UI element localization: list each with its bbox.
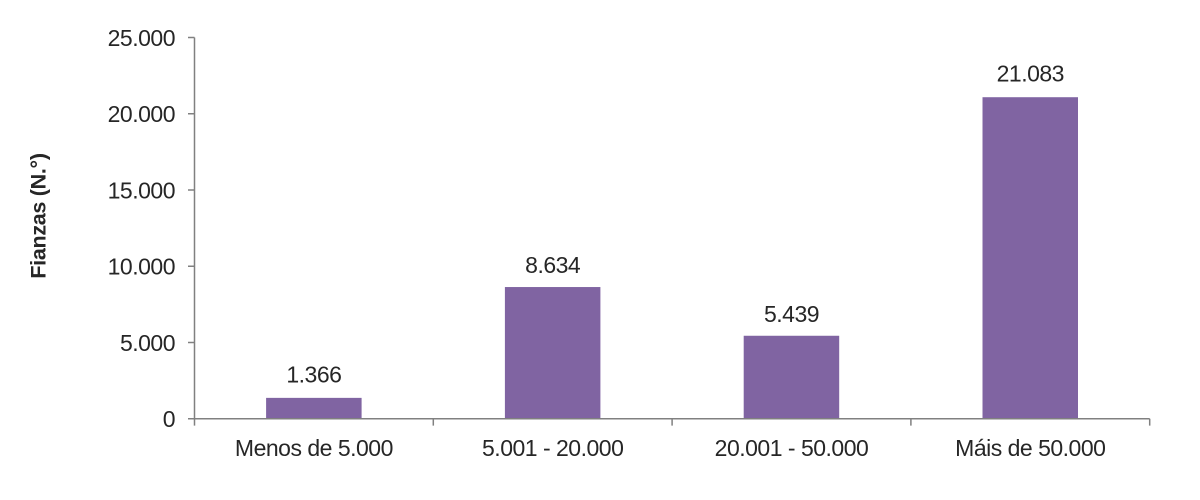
svg-text:0: 0 (163, 406, 175, 432)
svg-text:8.634: 8.634 (525, 252, 581, 278)
svg-text:Máis de 50.000: Máis de 50.000 (955, 435, 1105, 461)
svg-text:Fianzas (N.°): Fianzas (N.°) (27, 153, 51, 278)
svg-text:20.000: 20.000 (108, 101, 175, 127)
svg-text:21.083: 21.083 (997, 61, 1064, 87)
svg-text:5.001 - 20.000: 5.001 - 20.000 (482, 435, 623, 461)
svg-text:Menos de 5.000: Menos de 5.000 (235, 435, 393, 461)
svg-text:1.366: 1.366 (286, 361, 341, 387)
svg-text:5.439: 5.439 (764, 301, 819, 327)
svg-text:5.000: 5.000 (120, 330, 175, 356)
svg-text:25.000: 25.000 (108, 25, 175, 51)
svg-text:20.001 - 50.000: 20.001 - 50.000 (715, 435, 869, 461)
svg-text:15.000: 15.000 (108, 177, 175, 203)
svg-text:10.000: 10.000 (108, 254, 175, 280)
